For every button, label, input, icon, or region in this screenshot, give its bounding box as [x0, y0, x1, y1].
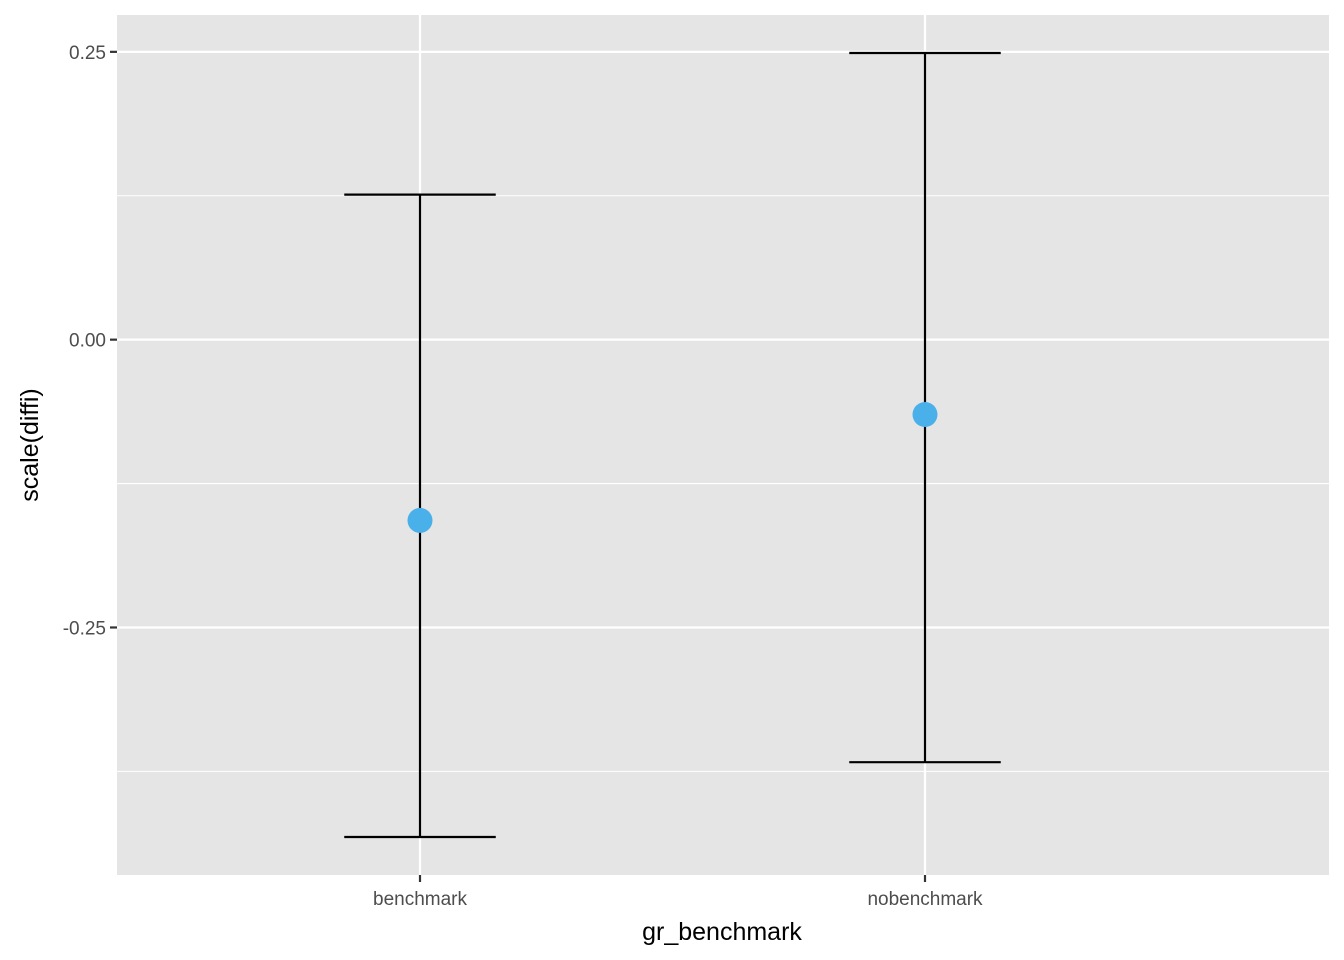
- x-axis: benchmark nobenchmark: [373, 875, 983, 910]
- x-tick-label: nobenchmark: [867, 889, 983, 910]
- plot-panel: [117, 15, 1329, 875]
- y-axis-title: scale(diffi): [16, 388, 44, 501]
- y-tick-label: 0.00: [69, 331, 106, 352]
- y-tick-label: 0.25: [69, 43, 106, 64]
- x-axis-title: gr_benchmark: [642, 918, 802, 946]
- x-tick-label: benchmark: [373, 889, 467, 910]
- y-axis: -0.25 0.00 0.25: [63, 43, 117, 639]
- data-point: [407, 507, 433, 533]
- y-tick-label: -0.25: [63, 618, 106, 639]
- minor-gridlines: [117, 195, 1329, 772]
- data-point: [912, 401, 938, 427]
- data-marks: [344, 51, 1001, 839]
